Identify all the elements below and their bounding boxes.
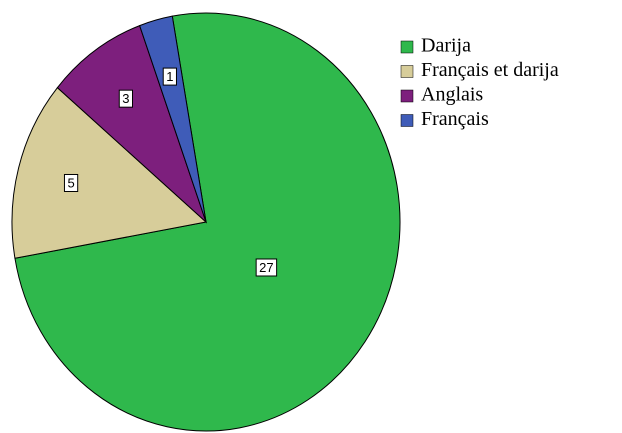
value-label: 5 <box>67 175 74 190</box>
value-label-box <box>255 258 278 277</box>
value-label: 3 <box>122 91 129 106</box>
value-label-box <box>162 67 177 86</box>
legend-label: Darija <box>421 35 471 57</box>
legend-swatch <box>400 89 414 103</box>
pie-slice <box>11 86 208 259</box>
value-label-box <box>63 173 79 192</box>
pie-slice <box>56 24 208 224</box>
value-label: 27 <box>259 260 273 275</box>
legend-swatch <box>400 114 414 127</box>
value-label-box <box>118 89 134 108</box>
value-label: 1 <box>166 69 173 84</box>
pie-slice <box>14 12 401 432</box>
legend-label: Anglais <box>421 84 483 106</box>
pie-slice <box>139 15 207 223</box>
legend-swatch <box>400 40 414 54</box>
legend-label: Français et darija <box>421 59 559 81</box>
legend-swatch <box>400 65 414 78</box>
legend-label: Français <box>421 108 489 130</box>
